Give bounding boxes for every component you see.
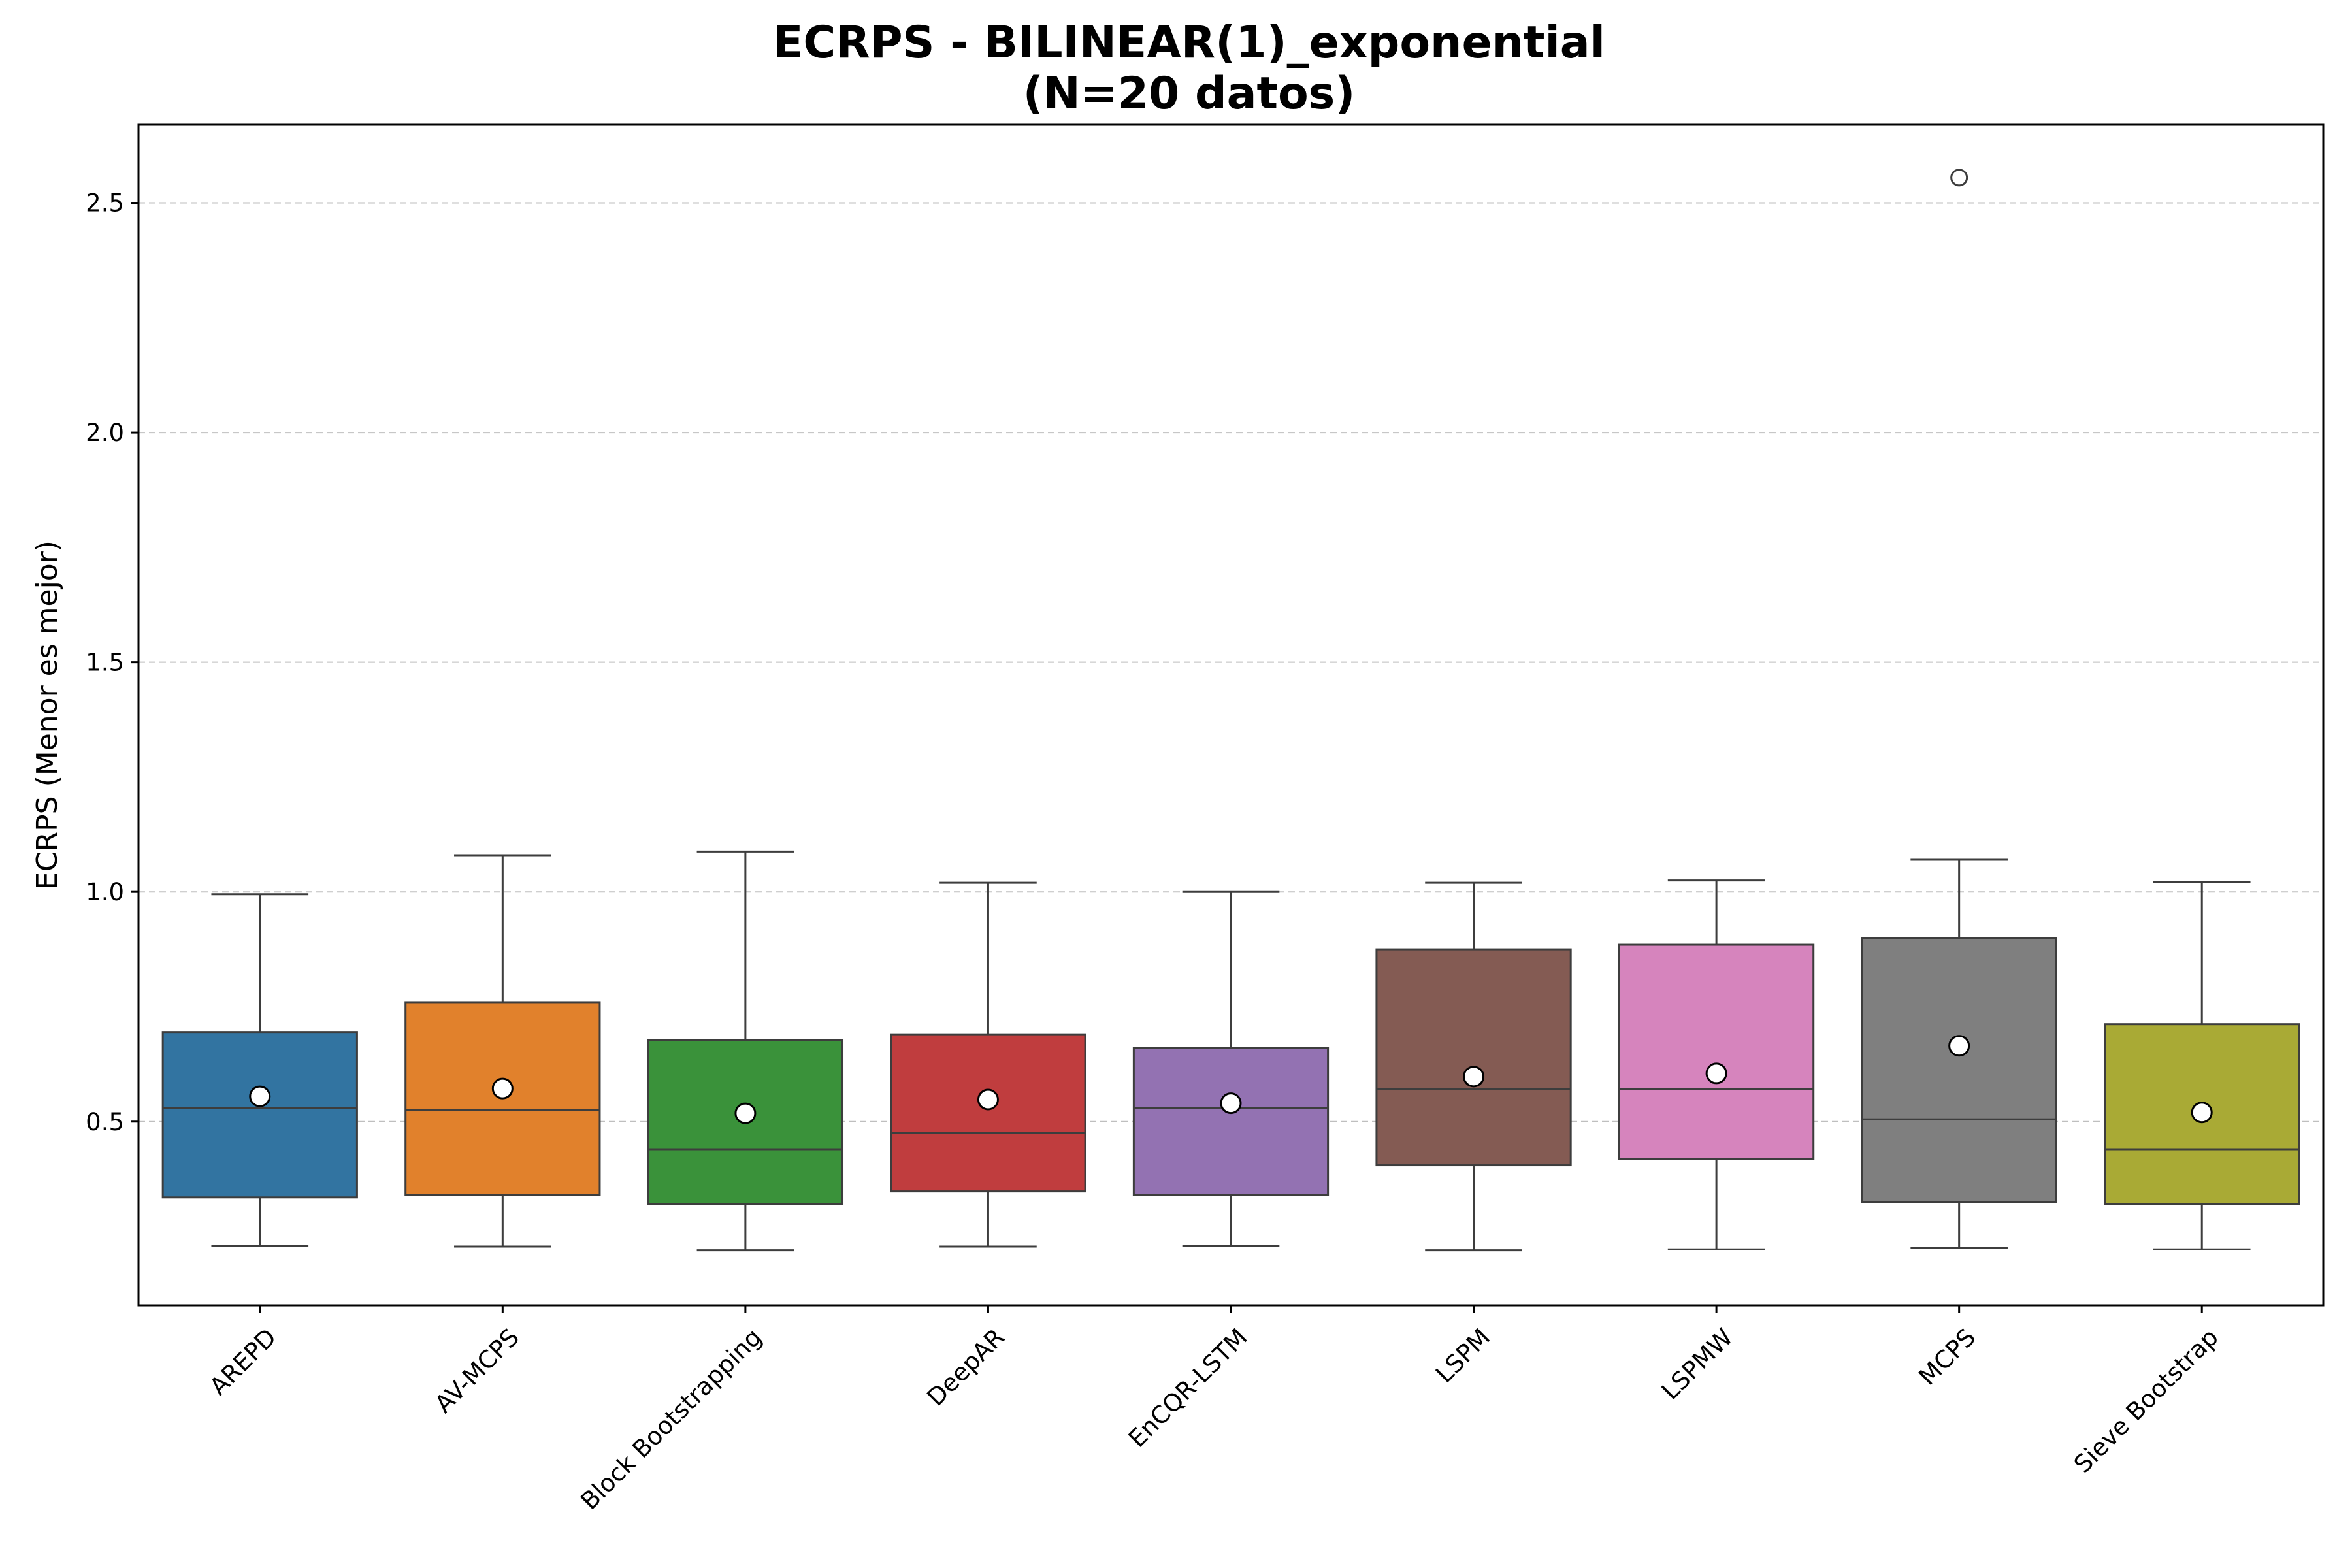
x-tick-label: LSPMW	[1656, 1323, 1739, 1405]
mean-marker	[1220, 1092, 1242, 1115]
outlier-point	[1950, 169, 1968, 187]
mean-marker	[734, 1102, 757, 1124]
mean-marker	[1948, 1035, 1970, 1057]
box-lspmw	[1618, 879, 1815, 1250]
mean-marker	[1705, 1062, 1727, 1085]
iqr-box	[1375, 948, 1572, 1167]
box-arepd	[161, 893, 358, 1247]
y-axis-label: ECRPS (Menor es mejor)	[31, 540, 64, 890]
x-tick-label: EnCQR-LSTM	[1123, 1323, 1253, 1453]
box-mcps	[1861, 169, 2057, 1249]
mean-marker	[2191, 1102, 2213, 1124]
box-lspm	[1375, 881, 1572, 1252]
chart-title-line-2: (N=20 datos)	[1023, 68, 1356, 120]
y-tick-label: 2.0	[86, 419, 124, 447]
iqr-box	[1618, 943, 1815, 1160]
y-tick-label: 1.0	[86, 878, 124, 906]
x-tick-label: AREPD	[204, 1323, 282, 1401]
box-series	[161, 169, 2300, 1252]
y-tick-label: 2.5	[86, 189, 124, 218]
box-deepar	[890, 881, 1086, 1248]
mean-marker	[491, 1077, 514, 1100]
x-tick-label: AV-MCPS	[429, 1323, 525, 1418]
x-tick-label: Sieve Bootstrap	[2068, 1323, 2224, 1478]
box-encqr-lstm	[1132, 890, 1330, 1247]
y-axis: 0.5 1.0 1.5 2.0 2.5	[86, 189, 139, 1136]
box-block-bootstrapping	[647, 850, 844, 1252]
iqr-box	[1132, 1047, 1330, 1196]
x-tick-label: DeepAR	[922, 1323, 1010, 1411]
iqr-box	[890, 1033, 1086, 1193]
box-sieve-bootstrap	[2104, 881, 2300, 1250]
box-av-mcps	[404, 854, 601, 1248]
y-tick-label: 0.5	[86, 1108, 124, 1136]
x-tick-label: MCPS	[1914, 1323, 1982, 1391]
iqr-box	[1861, 937, 2057, 1203]
chart-title: ECRPS - BILINEAR(1)_exponential (N=20 da…	[773, 17, 1605, 120]
x-axis: AREPD AV-MCPS Block Bootstrapping DeepAR EnC…	[204, 1305, 2224, 1515]
chart-title-line-1: ECRPS - BILINEAR(1)_exponential	[773, 17, 1605, 69]
y-tick-label: 1.5	[86, 649, 124, 677]
mean-marker	[249, 1085, 271, 1107]
iqr-box	[161, 1031, 358, 1199]
mean-marker	[977, 1088, 999, 1111]
x-tick-label: Block Bootstrapping	[575, 1323, 767, 1515]
x-tick-label: LSPM	[1430, 1323, 1495, 1388]
mean-marker	[1463, 1066, 1485, 1088]
